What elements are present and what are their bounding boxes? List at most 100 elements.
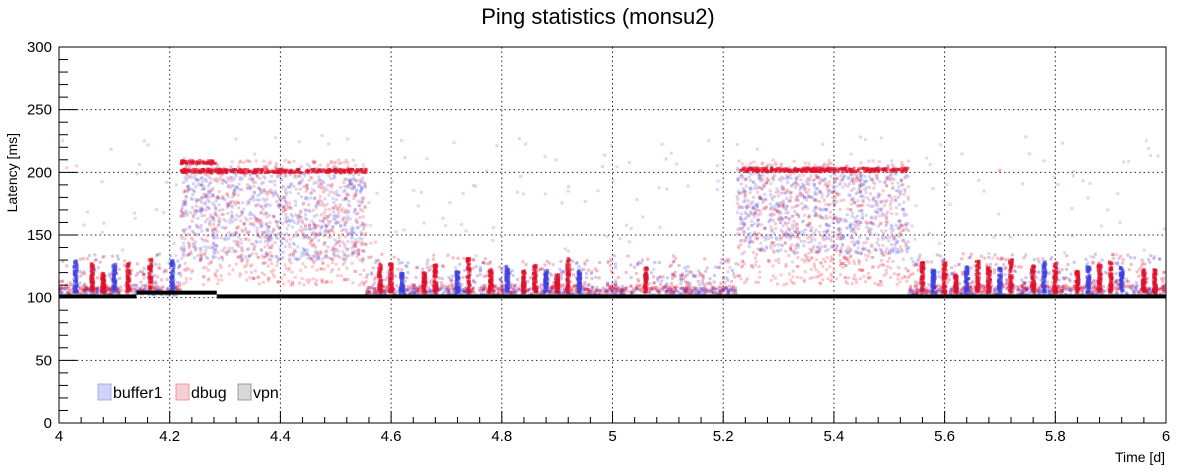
buffer1-point [240, 209, 244, 213]
buffer1-point [887, 193, 891, 197]
dbug-point [767, 258, 771, 262]
dbug-point [607, 286, 611, 290]
dbug-point [250, 263, 254, 267]
buffer1-point [179, 287, 183, 291]
buffer1-point [761, 173, 765, 177]
buffer1-point [280, 242, 284, 246]
dbug-point [815, 199, 819, 203]
buffer1-point [183, 176, 187, 180]
dbug-point [354, 269, 358, 273]
buffer1-point [224, 219, 228, 223]
dbug-point [855, 177, 859, 181]
dbug-point [587, 282, 591, 286]
dbug-point [352, 210, 356, 214]
dbug-point [312, 243, 316, 247]
dbug-point [761, 235, 765, 239]
buffer1-point [255, 198, 259, 202]
buffer1-point [369, 286, 373, 290]
dbug-point [744, 236, 748, 240]
buffer1-point [681, 277, 685, 281]
buffer1-point [878, 180, 882, 184]
dbug-point [839, 246, 843, 250]
buffer1-point [175, 287, 179, 291]
dbug-point [446, 286, 450, 290]
buffer1-point [931, 291, 935, 295]
dbug-point [744, 238, 748, 242]
buffer1-point [865, 186, 869, 190]
buffer1-point [1039, 278, 1043, 282]
buffer1-point [220, 225, 224, 229]
buffer1-point [215, 230, 219, 234]
buffer1-point [437, 287, 441, 291]
buffer1-point [85, 287, 89, 291]
buffer1-point [1127, 160, 1131, 164]
dbug-point [779, 220, 783, 224]
dbug-point [832, 214, 836, 218]
dbug-point [191, 213, 195, 217]
buffer1-point [217, 216, 221, 220]
buffer1-point [191, 193, 195, 197]
dbug-point [259, 218, 263, 222]
buffer1-point [745, 206, 749, 210]
buffer1-point [671, 272, 675, 276]
dbug-point [671, 276, 675, 280]
buffer1-point [880, 207, 884, 211]
buffer1-point [864, 213, 868, 217]
buffer1-point [1021, 289, 1025, 293]
buffer1-point [1045, 280, 1049, 284]
dbug-point [814, 205, 818, 209]
dbug-point [371, 266, 375, 270]
buffer1-point [208, 191, 212, 195]
buffer1-point [309, 227, 313, 231]
buffer1-point [338, 239, 342, 243]
buffer1-point [864, 190, 868, 194]
buffer1-point [358, 183, 362, 187]
buffer1-point [1059, 291, 1063, 295]
dbug-point [183, 200, 187, 204]
dbug-point [889, 275, 893, 279]
dbug-point [574, 276, 578, 280]
buffer1-point [854, 249, 858, 253]
buffer1-point [412, 291, 416, 295]
dbug-point [271, 272, 275, 276]
buffer1-point [874, 232, 878, 236]
dbug-point [613, 287, 617, 291]
buffer1-point [429, 288, 433, 292]
dbug-point [881, 189, 885, 193]
buffer1-point [519, 175, 523, 179]
buffer1-point [757, 231, 761, 235]
dbug-point [367, 289, 371, 293]
buffer1-point [346, 203, 350, 207]
dbug-point [548, 272, 552, 276]
dbug-point [310, 265, 314, 269]
buffer1-point [875, 200, 879, 204]
buffer1-point [452, 288, 456, 292]
dbug-point [900, 160, 904, 164]
dbug-point [811, 246, 815, 250]
buffer1-point [209, 215, 213, 219]
dbug-point [277, 203, 281, 207]
buffer1-point [252, 214, 256, 218]
buffer1-point [697, 290, 701, 294]
dbug-point [634, 271, 638, 275]
buffer1-point [1003, 273, 1007, 277]
buffer1-point [664, 290, 668, 294]
buffer1-point [333, 175, 337, 179]
buffer1-point [135, 287, 139, 291]
dbug-point [613, 290, 617, 294]
buffer1-point [248, 174, 252, 178]
buffer1-point [1115, 291, 1119, 295]
dbug-point [870, 177, 874, 181]
buffer1-point [274, 254, 278, 258]
buffer1-point [212, 241, 216, 245]
dbug-point [888, 203, 892, 207]
dbug-point [229, 232, 233, 236]
buffer1-point [465, 292, 469, 296]
dbug-point [288, 160, 292, 164]
dbug-point [218, 263, 222, 267]
buffer1-point [793, 252, 797, 256]
dbug-point [824, 202, 828, 206]
buffer1-point [297, 257, 301, 261]
buffer1-point [789, 232, 793, 236]
buffer1-point [194, 198, 198, 202]
